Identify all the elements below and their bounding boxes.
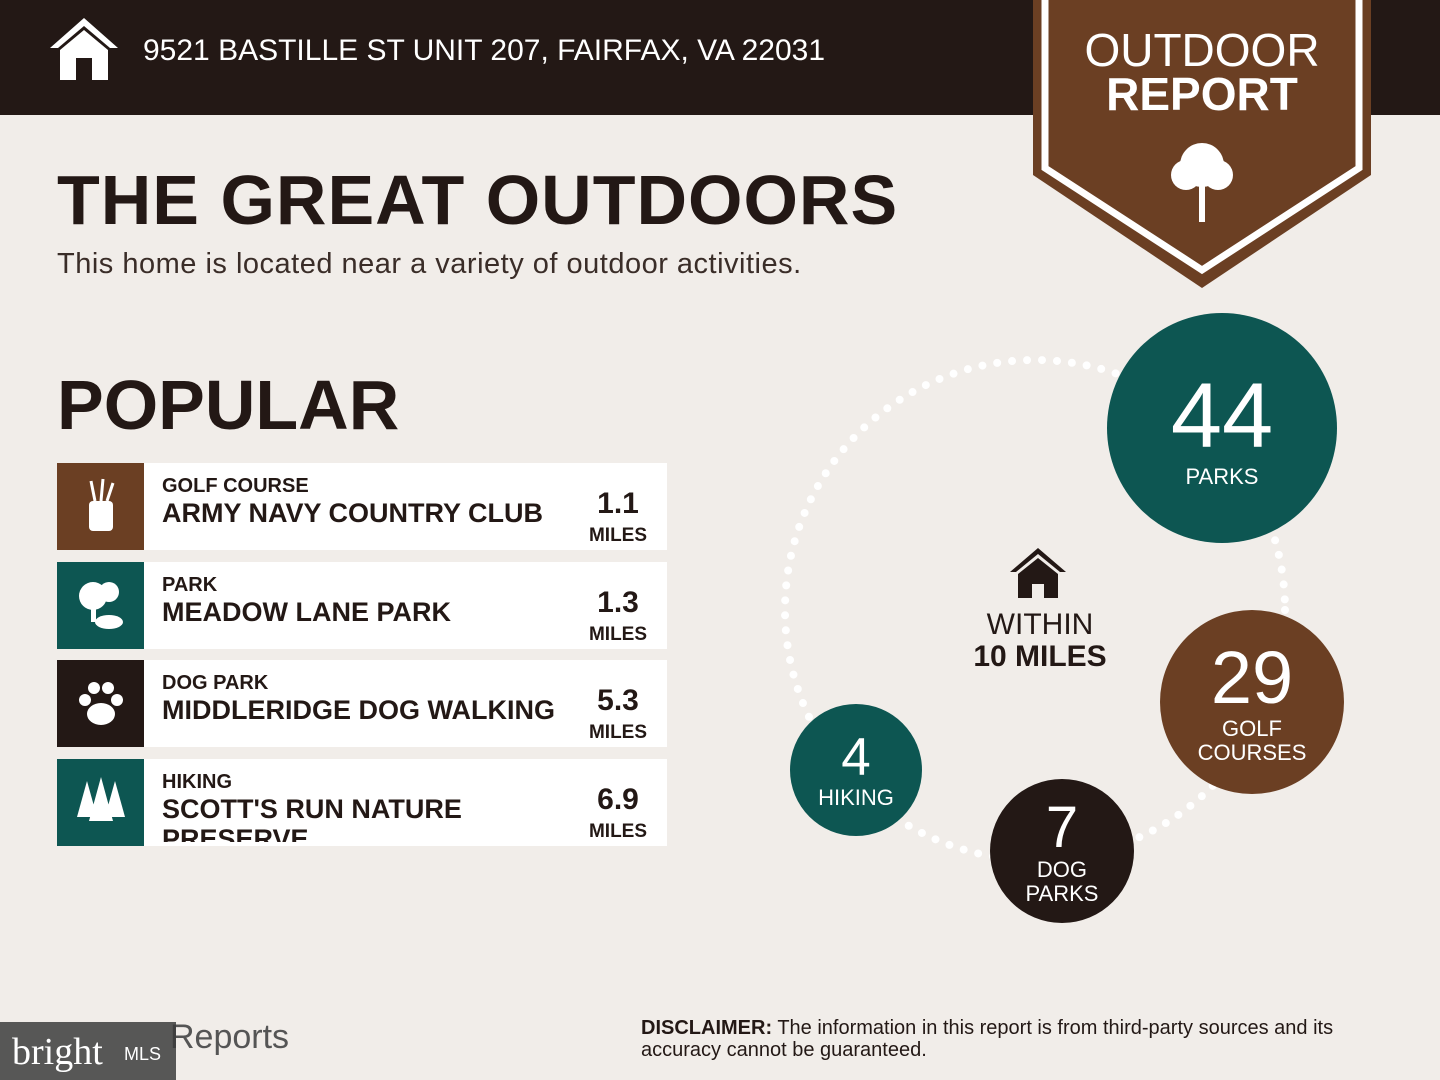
row-icon bbox=[57, 758, 144, 846]
badge-line: OUTDOOR bbox=[1084, 24, 1319, 76]
row-unit: MILES bbox=[588, 525, 648, 546]
count-circle: 7 DOG PARKS bbox=[990, 779, 1134, 923]
center-label: WITHIN bbox=[986, 608, 1094, 641]
row-name: SCOTT'S RUN NATURE PRESERVE bbox=[162, 793, 462, 842]
row-category: PARK bbox=[162, 573, 218, 596]
count-label: DOG PARKS bbox=[1025, 856, 1099, 906]
icon-graphic bbox=[77, 776, 125, 821]
address: 9521 BASTILLE ST UNIT 207, FAIRFAX, VA 2… bbox=[143, 34, 826, 67]
subtitle: This home is located near a variety of o… bbox=[57, 248, 802, 280]
list-row: HIKING SCOTT'S RUN NATURE PRESERVE 6.9 MILE… bbox=[57, 758, 667, 846]
section-heading: POPULAR bbox=[57, 366, 400, 444]
list-row: PARK MEADOW LANE PARK 1.3 MILES bbox=[57, 561, 667, 649]
count-value: 7 bbox=[1045, 794, 1079, 860]
count-label: HIKING bbox=[818, 785, 894, 810]
row-unit: MILES bbox=[588, 820, 648, 842]
row-unit: MILES bbox=[588, 623, 648, 645]
count-value: 29 bbox=[1210, 636, 1294, 719]
list-row: DOG PARK MIDDLERIDGE DOG WALKING 5.3 MILES bbox=[57, 660, 667, 747]
list-row: GOLF COURSE ARMY NAVY COUNTRY CLUB 1.1 MILE… bbox=[57, 463, 667, 550]
title: THE GREAT OUTDOORS bbox=[57, 161, 899, 239]
row-category: HIKING bbox=[162, 770, 232, 793]
watermark-suffix: MLS bbox=[124, 1044, 162, 1064]
row-distance: 5.3 bbox=[597, 684, 639, 717]
badge-line: REPORT bbox=[1106, 68, 1298, 120]
row-distance: 1.3 bbox=[597, 585, 639, 619]
row-icon bbox=[57, 660, 144, 747]
row-distance: 6.9 bbox=[597, 782, 639, 816]
disclaimer-label: DISCLAIMER: bbox=[641, 1017, 773, 1039]
row-name: ARMY NAVY COUNTRY CLUB bbox=[162, 498, 544, 528]
home-icon bbox=[50, 18, 118, 80]
row-category: DOG PARK bbox=[162, 672, 269, 694]
disclaimer-text: The information in this report is from t… bbox=[641, 1017, 1334, 1061]
row-icon bbox=[57, 561, 144, 649]
count-label: PARKS bbox=[1185, 464, 1259, 489]
icon-graphic bbox=[79, 682, 123, 725]
row-name: MEADOW LANE PARK bbox=[162, 596, 451, 627]
count-label: GOLF COURSES bbox=[1197, 716, 1307, 765]
center-label: 10 MILES bbox=[973, 640, 1107, 673]
count-value: 44 bbox=[1170, 365, 1274, 467]
row-icon bbox=[57, 463, 144, 550]
icon-graphic bbox=[79, 581, 123, 629]
watermark-brand: bright bbox=[12, 1031, 103, 1073]
badge: OUTDOOR REPORT bbox=[1033, 0, 1371, 288]
watermark: bright MLS bbox=[0, 1022, 176, 1080]
row-unit: MILES bbox=[588, 722, 648, 743]
icon-graphic bbox=[89, 478, 115, 531]
count-value: 4 bbox=[841, 728, 871, 787]
row-name: MIDDLERIDGE DOG WALKING bbox=[162, 695, 555, 725]
count-circle: 4 HIKING bbox=[790, 704, 922, 836]
disclaimer: DISCLAIMER: The information in this repo… bbox=[641, 1017, 1401, 1061]
count-circle: 44 PARKS bbox=[1107, 313, 1337, 543]
row-distance: 1.1 bbox=[597, 487, 639, 520]
logo-text: Reports bbox=[170, 1018, 290, 1056]
count-circle: 29 GOLF COURSES bbox=[1160, 610, 1344, 794]
row-category: GOLF COURSE bbox=[162, 475, 309, 497]
